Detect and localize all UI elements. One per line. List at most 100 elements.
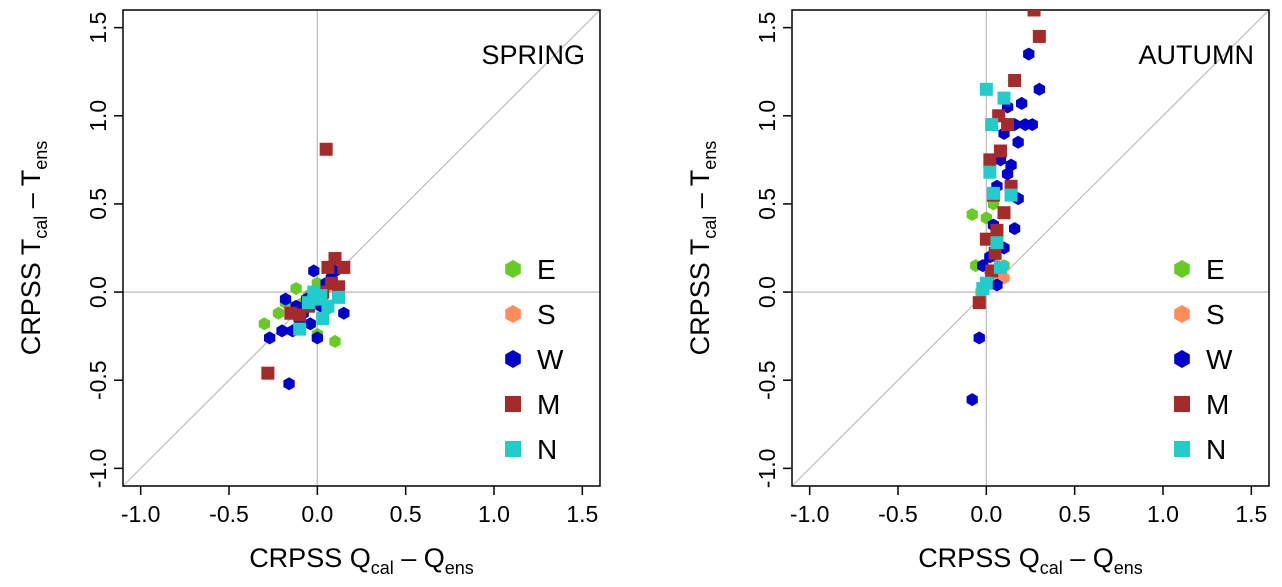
point-w (1026, 118, 1038, 132)
y-tick-label: 1.0 (85, 100, 111, 132)
point-m (1027, 10, 1041, 17)
x-axis-title: CRPSS Qcal – Qens (249, 543, 474, 578)
point-w (1016, 96, 1028, 110)
point-n (979, 82, 993, 96)
x-tick-label: 0.5 (1059, 501, 1091, 527)
panel-title: SPRING (481, 40, 585, 70)
point-m (1008, 74, 1022, 88)
point-w (283, 377, 295, 391)
y-tick-label: 0.0 (85, 276, 111, 308)
y-axis-title-prefix: CRPSS T (16, 239, 46, 356)
y-axis-title-prefix: CRPSS T (685, 239, 715, 356)
point-w (1001, 167, 1014, 181)
point-w (304, 317, 316, 331)
point-e (329, 334, 341, 348)
point-w (338, 306, 350, 320)
legend-marker-m (505, 396, 521, 412)
legend-label-n: N (537, 434, 557, 465)
legend-marker-w (505, 350, 521, 368)
legend-marker-e (505, 260, 521, 278)
y-tick-label: 0.0 (754, 276, 780, 308)
x-tick-label: 1.0 (478, 501, 510, 527)
y-tick-label: -0.5 (85, 360, 111, 400)
legend-marker-m (1174, 396, 1190, 412)
point-w (1012, 135, 1024, 149)
point-m (1032, 29, 1046, 43)
legend-label-w: W (1206, 344, 1233, 375)
point-n (985, 118, 999, 132)
x-tick-label: -1.0 (121, 501, 161, 527)
y-axis-title-mid: – T (685, 170, 715, 216)
legend-marker-e (1174, 260, 1190, 278)
y-axis-title-sub1: cal (700, 216, 720, 239)
x-tick-label: 1.5 (566, 501, 598, 527)
y-tick-label: 1.5 (754, 12, 780, 44)
point-n (997, 91, 1011, 105)
reference-lines (792, 10, 1269, 486)
point-m (332, 280, 346, 294)
x-tick-label: -1.0 (790, 501, 830, 527)
y-tick-label: -1.0 (85, 449, 111, 489)
point-e (966, 208, 978, 221)
point-m (990, 223, 1004, 237)
legend-marker-w (1174, 350, 1190, 368)
legend-label-m: M (1206, 389, 1229, 420)
y-tick-label: 1.5 (85, 12, 111, 44)
x-axis-title-prefix: CRPSS Q (918, 543, 1040, 573)
reference-line-diagonal (123, 10, 600, 486)
x-axis-title-sub1: cal (1040, 558, 1063, 578)
point-w (279, 292, 292, 306)
legend-label-n: N (1206, 434, 1226, 465)
point-w (991, 278, 1003, 292)
panel-title: AUTUMN (1139, 40, 1255, 70)
x-axis-title-sub2: ens (445, 558, 474, 578)
point-n (314, 289, 328, 303)
y-tick-label: 0.5 (85, 188, 111, 220)
point-w (276, 324, 288, 338)
x-tick-label: -0.5 (878, 501, 918, 527)
series-w (966, 47, 1045, 407)
legend-marker-n (505, 441, 521, 457)
point-e (258, 317, 270, 331)
x-axis-title: CRPSS Qcal – Qens (918, 543, 1143, 578)
point-m (979, 232, 993, 246)
x-axis-title-sub2: ens (1114, 558, 1143, 578)
panel-spring: -1.0 -0.5 0.0 0.5 1.0 1.5 -1.0 -0.5 0.0 0.5 1.0 1.5… (16, 9, 601, 578)
point-n (332, 290, 346, 304)
series-n (976, 82, 1018, 296)
point-n (316, 312, 330, 326)
point-w (264, 331, 276, 345)
point-m (993, 144, 1007, 158)
data-points (258, 142, 351, 391)
x-tick-label: 0.0 (970, 501, 1002, 527)
point-n (986, 186, 1000, 200)
legend-marker-s (1174, 305, 1190, 323)
x-axis-title-mid: – Q (1063, 543, 1114, 573)
x-axis-title-prefix: CRPSS Q (249, 543, 371, 573)
legend-label-m: M (537, 389, 560, 420)
point-w (1023, 47, 1035, 61)
legend-marker-n (1174, 441, 1190, 457)
legend-label-s: S (1206, 299, 1225, 330)
series-n (293, 285, 346, 336)
x-axis-title-sub1: cal (371, 558, 394, 578)
point-e (290, 282, 302, 295)
point-n (293, 322, 307, 336)
x-tick-label: 0.5 (390, 501, 422, 527)
y-axis-title-sub1: cal (31, 216, 51, 239)
point-n (321, 299, 335, 313)
legend-label-w: W (537, 344, 564, 375)
plot-frame (122, 9, 601, 487)
reference-lines (123, 10, 600, 486)
legend-marker-s (505, 305, 521, 323)
point-w (1033, 82, 1045, 96)
point-n (1004, 188, 1018, 202)
legend-label-s: S (537, 299, 556, 330)
x-tick-label: 0.0 (301, 501, 333, 527)
data-points (966, 10, 1046, 407)
y-tick-label: -0.5 (754, 360, 780, 400)
point-n (983, 165, 997, 179)
y-tick-label: 0.5 (754, 188, 780, 220)
